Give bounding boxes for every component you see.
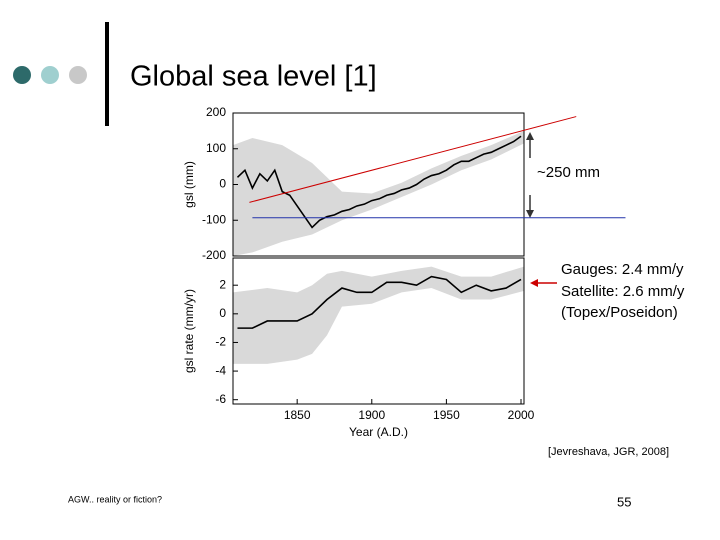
- annotation: ~250 mm: [537, 164, 600, 181]
- y-tick-label: -200: [202, 248, 226, 262]
- y-tick-label: 100: [206, 141, 226, 155]
- bullet-dot: [69, 66, 87, 84]
- footer: AGW.. reality or fiction?: [68, 494, 162, 504]
- arrow-head: [526, 132, 534, 140]
- x-tick-label: 2000: [508, 408, 535, 422]
- y-tick-label: -2: [215, 335, 226, 349]
- series-line: [237, 275, 522, 329]
- annotation: (Topex/Poseidon): [561, 304, 678, 321]
- y-tick-label: 200: [206, 105, 226, 119]
- y-tick-label: 0: [219, 177, 226, 191]
- title-bar: [105, 22, 109, 126]
- annotation: Gauges: 2.4 mm/y: [561, 261, 684, 278]
- arrow-head: [530, 279, 538, 287]
- arrow-head: [526, 210, 534, 218]
- x-tick-label: 1950: [433, 408, 460, 422]
- slide-title: Global sea level [1]: [130, 61, 377, 93]
- x-tick-label: 1900: [358, 408, 385, 422]
- y-tick-label: -4: [215, 363, 226, 377]
- y-tick-label: -100: [202, 212, 226, 226]
- uncertainty-band: [233, 266, 524, 364]
- bullet-dot: [41, 66, 59, 84]
- plot-frame: [232, 257, 525, 405]
- x-tick-label: 1850: [284, 408, 311, 422]
- citation: [Jevreshava, JGR, 2008]: [548, 446, 669, 458]
- y-axis-label: gsl rate (mm/yr): [182, 289, 196, 373]
- annotation: Satellite: 2.6 mm/y: [561, 283, 685, 300]
- y-tick-label: -6: [215, 392, 226, 406]
- page-number: 55: [617, 494, 631, 509]
- uncertainty-band: [233, 130, 524, 256]
- x-axis-label: Year (A.D.): [349, 425, 408, 439]
- y-axis-label: gsl (mm): [182, 161, 196, 208]
- trend-line: [249, 116, 577, 203]
- y-tick-label: 0: [219, 306, 226, 320]
- bullet-dot: [13, 66, 31, 84]
- y-tick-label: 2: [219, 277, 226, 291]
